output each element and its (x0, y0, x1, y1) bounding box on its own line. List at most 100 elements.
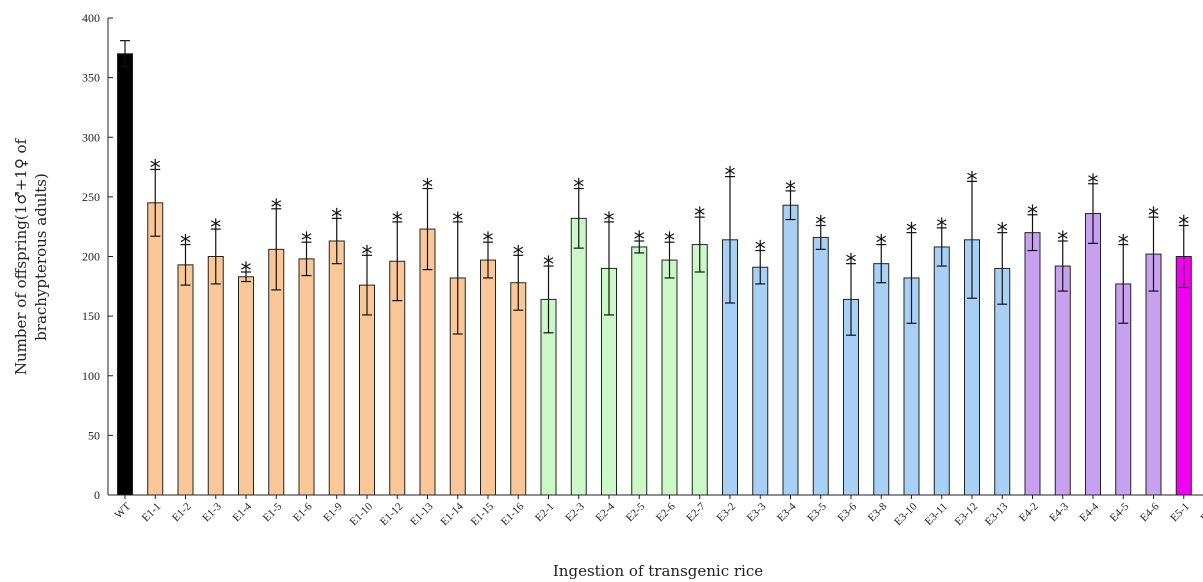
x-tick-label: E5-1 (1168, 501, 1192, 525)
x-tick-label: E2-6 (654, 500, 678, 524)
x-tick-label: E3-10 (892, 500, 920, 528)
significance-star: * (543, 253, 554, 278)
y-tick-label: 300 (82, 130, 100, 144)
x-tick-label: E2-5 (624, 500, 648, 524)
significance-star: * (422, 176, 433, 201)
y-tick-label: 100 (82, 369, 100, 383)
bar (752, 266, 769, 496)
bar (1024, 232, 1041, 496)
x-tick-label: E3-12 (953, 501, 980, 528)
bar (933, 246, 950, 496)
x-tick-label: E3-3 (745, 500, 769, 524)
x-tick-label: E3-8 (866, 500, 890, 524)
bar (1085, 213, 1101, 496)
x-tick-label: E3-4 (775, 500, 799, 524)
x-tick-label: E1-5 (261, 500, 285, 524)
bar (812, 236, 829, 496)
significance-star: * (755, 238, 766, 263)
significance-star: * (967, 168, 978, 193)
y-tick-label: 400 (82, 11, 100, 25)
significance-star: * (785, 178, 796, 203)
bar (117, 53, 133, 496)
significance-star: * (1118, 232, 1129, 257)
bar (570, 217, 587, 496)
significance-star: * (664, 229, 675, 254)
bar (207, 256, 224, 496)
x-tick-label: E2-3 (563, 500, 587, 524)
significance-star: * (846, 251, 857, 276)
significance-star: * (483, 229, 494, 254)
x-tick-label: E1-13 (408, 500, 436, 528)
x-tick-label: E3-6 (836, 500, 860, 524)
significance-star: * (694, 204, 705, 229)
bar (1175, 256, 1192, 496)
x-tick-label: E3-2 (715, 501, 739, 525)
x-axis: WT E1-1 E1-2 E1-3 E1-4 E1-5 E1-6 E1-9 E1-10 E1-12… (108, 494, 1203, 528)
x-tick-label: E1-3 (200, 500, 224, 524)
x-tick-label: E1-15 (469, 500, 497, 528)
bar (480, 259, 496, 496)
x-tick-label: E4-3 (1047, 500, 1071, 524)
bar (661, 259, 678, 496)
significance-star: * (1178, 212, 1189, 237)
x-tick-label: E2-7 (684, 500, 708, 524)
significance-star: * (1027, 202, 1038, 227)
significance-star: * (604, 209, 615, 234)
significance-star: * (241, 259, 252, 284)
x-tick-label: E1-16 (499, 500, 527, 528)
x-tick-label: E1-2 (170, 501, 194, 525)
x-tick-label: E4-2 (1017, 501, 1041, 525)
significance-star: * (815, 212, 826, 237)
bar (631, 246, 648, 496)
x-tick-label: E1-10 (348, 500, 376, 528)
bar (691, 244, 708, 496)
bar (238, 276, 254, 496)
significance-star: * (997, 220, 1008, 245)
x-tick-label: E3-13 (983, 500, 1011, 528)
significance-star: * (150, 156, 161, 181)
y-tick-label: 250 (82, 190, 100, 204)
bar (298, 258, 315, 496)
x-tick-label: E2-4 (594, 500, 618, 524)
bar (328, 240, 345, 496)
significance-star: * (634, 228, 645, 253)
significance-star: * (725, 164, 736, 189)
x-tick-label: E1-6 (291, 500, 315, 524)
y-tick-label: 150 (82, 309, 100, 323)
y-axis-label-line-2: brachypterous adults) (32, 173, 50, 341)
x-tick-label: E1-1 (140, 501, 164, 525)
bar (873, 263, 890, 496)
significance-star: * (876, 232, 887, 257)
significance-star: * (301, 229, 312, 254)
significance-star: * (452, 209, 463, 234)
x-tick-label: E2-1 (533, 501, 557, 525)
x-tick-label: E1-9 (321, 500, 345, 524)
x-tick-label: E3-5 (805, 500, 829, 524)
significance-star: * (331, 205, 342, 230)
significance-star: * (1148, 204, 1159, 229)
x-tick-label: E1-12 (378, 501, 405, 528)
bars: ************************************ (117, 40, 1192, 496)
significance-star: * (271, 196, 282, 221)
significance-star: * (1057, 228, 1068, 253)
significance-star: * (362, 242, 373, 267)
significance-star: * (936, 215, 947, 240)
y-tick-label: 200 (82, 250, 100, 264)
bar (177, 264, 194, 496)
y-tick-label: 350 (82, 71, 100, 85)
x-tick-label: E4-5 (1108, 500, 1132, 524)
y-tick-label: 50 (88, 428, 100, 442)
x-tick-label: E1-4 (231, 500, 255, 524)
significance-star: * (513, 242, 524, 267)
x-axis-label: Ingestion of transgenic rice (553, 562, 763, 580)
x-tick-label: E1-14 (438, 500, 466, 528)
x-tick-label: E3-11 (923, 501, 950, 528)
y-axis: 0 50 100 150 200 250 300 350 400 (82, 11, 113, 502)
significance-star: * (180, 232, 191, 257)
bar (147, 202, 164, 496)
y-axis-label-line-1: Number of offspring(1♂+1♀ of (12, 137, 30, 375)
x-tick-label: E4-4 (1078, 500, 1102, 524)
x-tick-label: E4-6 (1138, 500, 1162, 524)
x-tick-label: E5-3 (1199, 500, 1203, 524)
